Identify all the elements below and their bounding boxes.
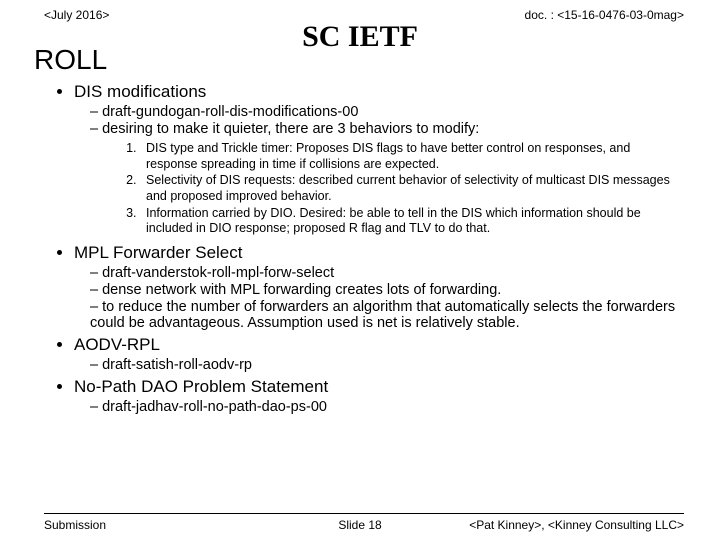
header-date: <July 2016>: [44, 8, 109, 22]
sec2-d3: to reduce the number of forwarders an al…: [90, 299, 680, 331]
sec1-d2: desiring to make it quieter, there are 3…: [90, 121, 680, 137]
sec1-n1: DIS type and Trickle timer: Proposes DIS…: [140, 141, 680, 172]
footer-left: Submission: [44, 518, 106, 532]
sec1-n2: Selectivity of DIS requests: described c…: [140, 173, 680, 204]
sec3-heading: AODV-RPL: [74, 335, 680, 355]
sec4-d1: draft-jadhav-roll-no-path-dao-ps-00: [90, 399, 680, 415]
sec2-heading: MPL Forwarder Select: [74, 243, 680, 263]
sec3-d1: draft-satish-roll-aodv-rp: [90, 357, 680, 373]
footer-center: Slide 18: [338, 518, 381, 532]
footer-divider: [44, 513, 684, 514]
footer-right: <Pat Kinney>, <Kinney Consulting LLC>: [469, 518, 684, 532]
sec4-heading: No-Path DAO Problem Statement: [74, 377, 680, 397]
header-doc: doc. : <15-16-0476-03-0mag>: [525, 8, 684, 22]
sec1-n3: Information carried by DIO. Desired: be …: [140, 206, 680, 237]
slide-title: SC IETF: [302, 20, 418, 54]
sec1-d1: draft-gundogan-roll-dis-modifications-00: [90, 104, 680, 120]
sec2-d2: dense network with MPL forwarding create…: [90, 282, 680, 298]
content-area: DIS modifications draft-gundogan-roll-di…: [0, 82, 720, 415]
sec1-heading: DIS modifications: [74, 82, 680, 102]
sec2-d1: draft-vanderstok-roll-mpl-forw-select: [90, 265, 680, 281]
